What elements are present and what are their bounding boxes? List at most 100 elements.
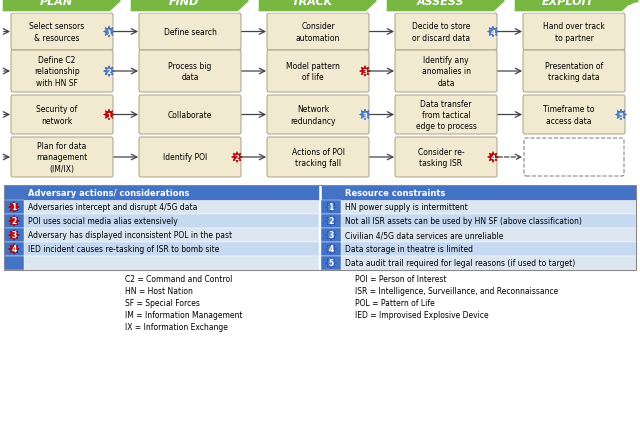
Polygon shape xyxy=(326,244,337,255)
Polygon shape xyxy=(104,66,115,77)
Polygon shape xyxy=(8,216,19,227)
FancyBboxPatch shape xyxy=(523,96,625,135)
Text: Define C2
relationship
with HN SF: Define C2 relationship with HN SF xyxy=(34,56,80,87)
FancyBboxPatch shape xyxy=(267,96,369,135)
Text: HN = Host Nation: HN = Host Nation xyxy=(125,286,193,295)
Bar xyxy=(321,200,341,215)
Text: IED = Improvised Explosive Device: IED = Improvised Explosive Device xyxy=(355,310,488,319)
Text: 4: 4 xyxy=(490,29,495,35)
Bar xyxy=(4,200,319,215)
Text: POL = Pattern of Life: POL = Pattern of Life xyxy=(355,298,435,307)
Bar xyxy=(4,200,24,215)
Text: Civilian 4/5G data services are unreliable: Civilian 4/5G data services are unreliab… xyxy=(345,231,504,240)
Text: Consider
automation: Consider automation xyxy=(296,22,340,43)
Text: 4: 4 xyxy=(328,245,333,254)
Bar xyxy=(321,256,636,270)
Text: Define search: Define search xyxy=(164,28,216,37)
Text: Decide to store
or discard data: Decide to store or discard data xyxy=(412,22,470,43)
Text: Identify any
anomalies in
data: Identify any anomalies in data xyxy=(422,56,470,87)
Text: 3: 3 xyxy=(363,69,367,75)
Text: Data storage in theatre is limited: Data storage in theatre is limited xyxy=(345,245,473,254)
Text: Actions of POI
tracking fall: Actions of POI tracking fall xyxy=(291,147,344,168)
Text: Security of
network: Security of network xyxy=(36,105,77,125)
FancyBboxPatch shape xyxy=(11,138,113,178)
Text: PLAN: PLAN xyxy=(40,0,72,7)
Polygon shape xyxy=(130,0,250,13)
Polygon shape xyxy=(326,202,337,213)
Bar xyxy=(4,256,319,270)
Text: 3: 3 xyxy=(328,231,333,240)
Text: Timeframe to
access data: Timeframe to access data xyxy=(543,105,595,125)
Polygon shape xyxy=(8,230,19,241)
Polygon shape xyxy=(386,0,506,13)
Polygon shape xyxy=(326,216,337,227)
FancyBboxPatch shape xyxy=(395,138,497,178)
Text: TRACK: TRACK xyxy=(291,0,333,7)
FancyBboxPatch shape xyxy=(523,51,625,93)
Text: ISR = Intelligence, Surveillance, and Reconnaissance: ISR = Intelligence, Surveillance, and Re… xyxy=(355,286,558,295)
Text: ASSESS: ASSESS xyxy=(416,0,464,7)
Text: 3: 3 xyxy=(363,112,367,118)
FancyBboxPatch shape xyxy=(395,14,497,51)
Text: Presentation of
tracking data: Presentation of tracking data xyxy=(545,62,603,82)
Polygon shape xyxy=(326,230,337,241)
Bar xyxy=(321,228,341,243)
Text: 3: 3 xyxy=(12,231,17,240)
Text: 4: 4 xyxy=(490,155,495,161)
Bar xyxy=(4,243,24,256)
Bar xyxy=(4,186,636,270)
Bar xyxy=(321,200,636,215)
FancyBboxPatch shape xyxy=(139,51,241,93)
Bar xyxy=(321,228,636,243)
Bar xyxy=(4,215,319,228)
Polygon shape xyxy=(514,0,634,13)
Text: 2: 2 xyxy=(328,217,333,226)
Bar xyxy=(4,215,24,228)
Text: 5: 5 xyxy=(328,259,333,268)
FancyBboxPatch shape xyxy=(267,14,369,51)
Text: POI uses social media alias extensively: POI uses social media alias extensively xyxy=(28,217,178,226)
Bar xyxy=(321,256,341,270)
Polygon shape xyxy=(616,110,627,121)
Text: Consider re-
tasking ISR: Consider re- tasking ISR xyxy=(418,147,464,168)
Text: Not all ISR assets can be used by HN SF (above classification): Not all ISR assets can be used by HN SF … xyxy=(345,217,582,226)
Text: Network
redundancy: Network redundancy xyxy=(291,105,336,125)
Bar xyxy=(321,243,341,256)
Polygon shape xyxy=(104,27,115,38)
Text: Data transfer
from tactical
edge to process: Data transfer from tactical edge to proc… xyxy=(415,100,476,131)
Text: 4: 4 xyxy=(12,245,17,254)
Text: Process big
data: Process big data xyxy=(168,62,212,82)
Text: Model pattern
of life: Model pattern of life xyxy=(286,62,340,82)
Text: EXPLOIT: EXPLOIT xyxy=(542,0,594,7)
Text: 1: 1 xyxy=(107,29,111,35)
Text: Data audit trail required for legal reasons (if used to target): Data audit trail required for legal reas… xyxy=(345,259,575,268)
Text: Adversary has displayed inconsistent POL in the past: Adversary has displayed inconsistent POL… xyxy=(28,231,232,240)
Bar xyxy=(4,228,24,243)
Polygon shape xyxy=(488,152,499,163)
Polygon shape xyxy=(2,0,122,13)
Text: Collaborate: Collaborate xyxy=(168,111,212,120)
Text: Adversary actions/ considerations: Adversary actions/ considerations xyxy=(28,189,189,197)
FancyBboxPatch shape xyxy=(139,14,241,51)
Bar xyxy=(4,243,319,256)
Polygon shape xyxy=(488,27,499,38)
Bar xyxy=(321,215,636,228)
Bar xyxy=(4,186,319,200)
Text: IX = Information Exchange: IX = Information Exchange xyxy=(125,322,228,331)
Polygon shape xyxy=(232,152,243,163)
Text: Hand over track
to partner: Hand over track to partner xyxy=(543,22,605,43)
Text: 2: 2 xyxy=(107,69,111,75)
Polygon shape xyxy=(360,110,371,121)
FancyBboxPatch shape xyxy=(11,51,113,93)
Bar xyxy=(4,228,319,243)
Text: 5: 5 xyxy=(619,112,623,118)
Text: HN power supply is intermittent: HN power supply is intermittent xyxy=(345,203,468,212)
Polygon shape xyxy=(258,0,378,13)
FancyBboxPatch shape xyxy=(11,14,113,51)
FancyBboxPatch shape xyxy=(11,96,113,135)
Polygon shape xyxy=(104,110,115,121)
Bar xyxy=(321,243,636,256)
Text: Identify POI: Identify POI xyxy=(163,153,207,162)
Bar xyxy=(321,215,341,228)
Text: IM = Information Management: IM = Information Management xyxy=(125,310,243,319)
